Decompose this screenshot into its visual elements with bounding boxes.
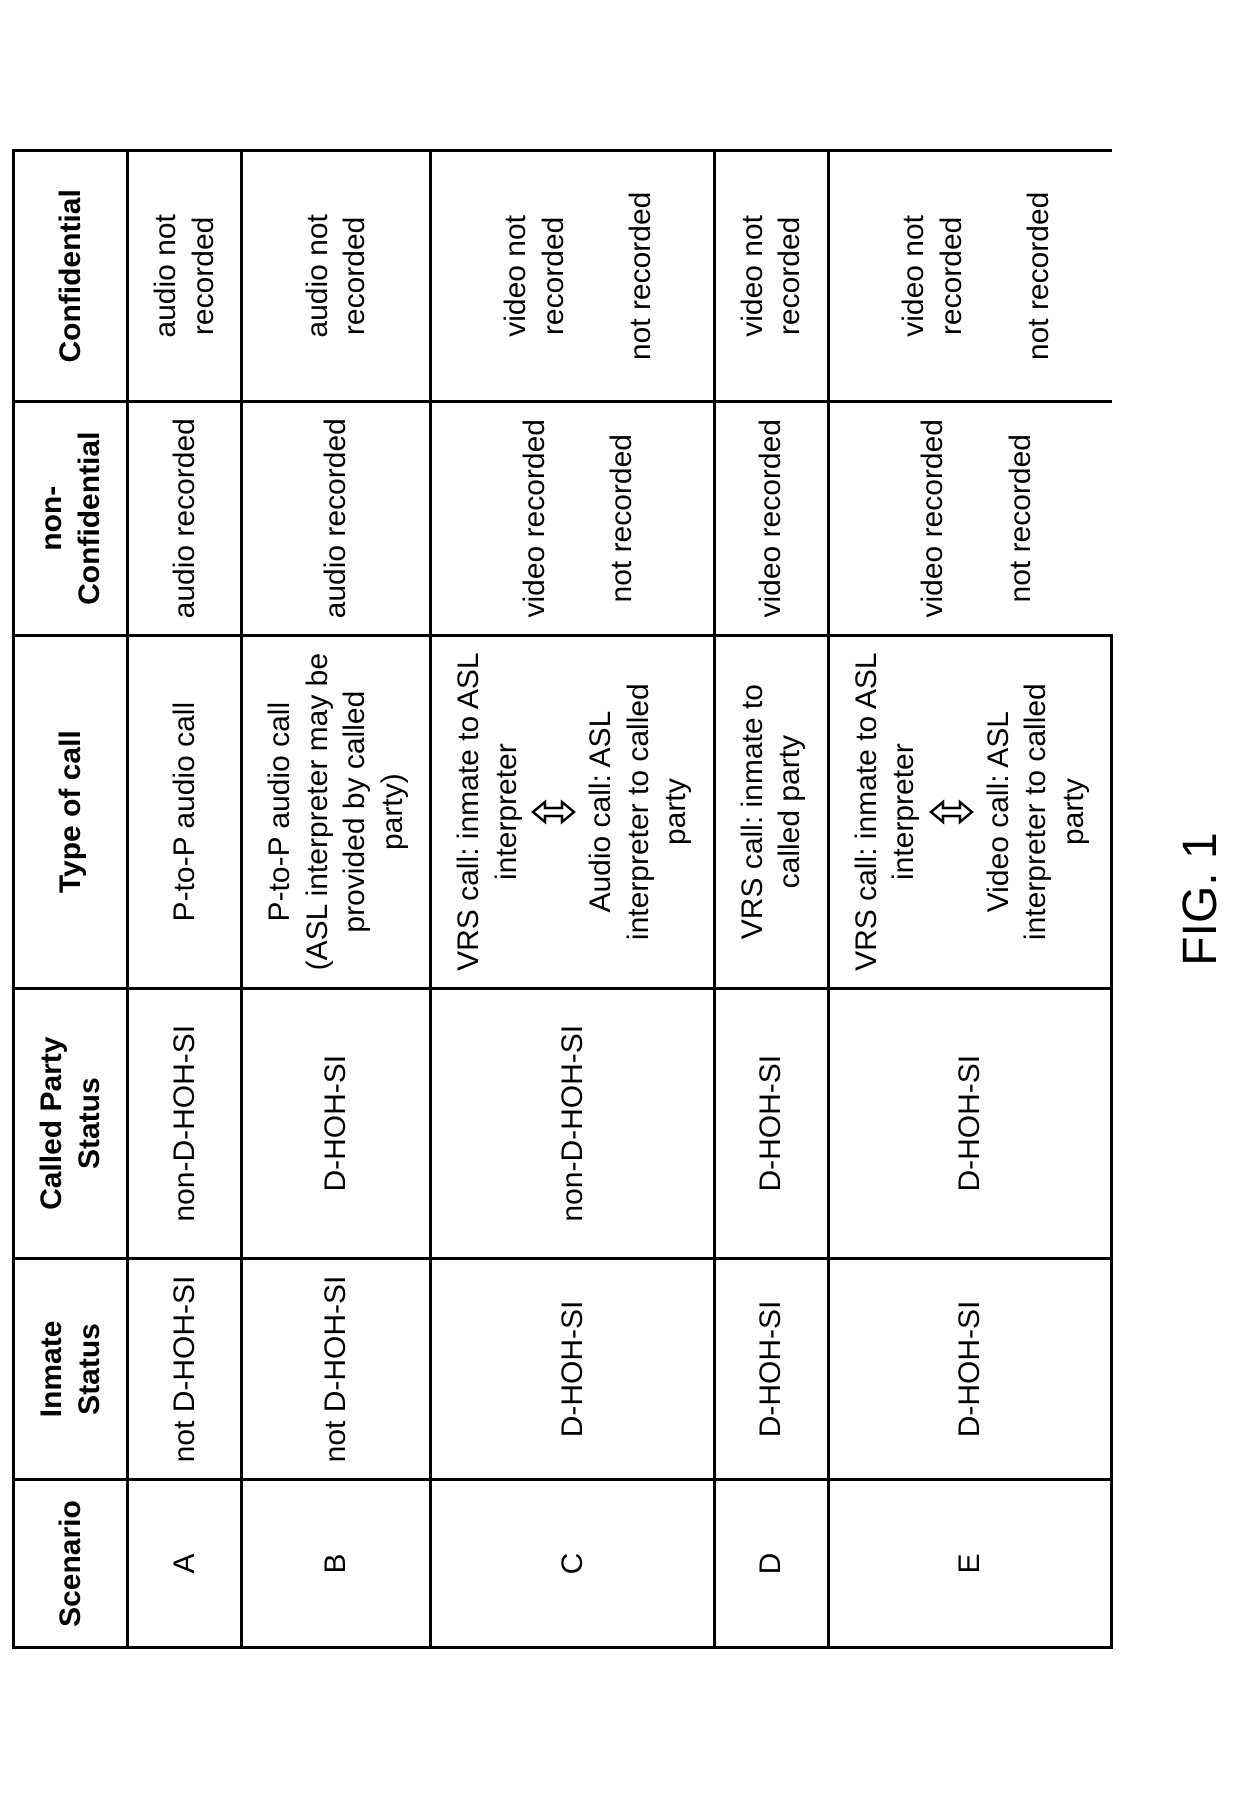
table-row: C D-HOH-SI non-D-HOH-SI VRS call: inmate… — [431, 150, 532, 1647]
table-row: D D-HOH-SI D-HOH-SI VRS call: inmate to … — [714, 150, 828, 1647]
cell-type-of-call-bot: Video call: ASL interpreter to called pa… — [974, 635, 1112, 988]
table-row: B not D-HOH-SI D-HOH-SI P-to-P audio cal… — [242, 150, 431, 1647]
nonconf-top-text: video recorded — [914, 416, 952, 619]
header-called-party-status: Called Party Status — [14, 988, 128, 1258]
conf-bot-text: not recorded — [622, 166, 660, 386]
cell-inmate-status: D-HOH-SI — [828, 1258, 1112, 1479]
nonconf-bot-text: not recorded — [1002, 416, 1040, 619]
cell-called-party-status: non-D-HOH-SI — [128, 988, 242, 1258]
cell-type-of-call: VRS call: inmate to called party — [714, 635, 828, 988]
cell-scenario: E — [828, 1479, 1112, 1647]
cell-non-confidential: audio recorded — [242, 401, 431, 635]
nonconf-bot-text: not recorded — [603, 416, 641, 619]
header-type-of-call: Type of call — [14, 635, 128, 988]
cell-non-confidential: audio recorded — [128, 401, 242, 635]
conf-top-text: video not recorded — [895, 166, 970, 386]
cell-called-party-status: D-HOH-SI — [828, 988, 1112, 1258]
cell-confidential: audio not recorded — [242, 150, 431, 401]
cell-type-of-call: P-to-P audio call (ASL interpreter may b… — [242, 635, 431, 988]
double-arrow-icon — [531, 791, 576, 831]
cell-non-confidential-top: video recorded not recorded — [431, 401, 715, 635]
cell-inmate-status: not D-HOH-SI — [128, 1258, 242, 1479]
cell-type-of-call-bot: Audio call: ASL interpreter to called pa… — [576, 635, 714, 988]
nonconf-top-text: video recorded — [516, 416, 554, 619]
cell-called-party-status: D-HOH-SI — [242, 988, 431, 1258]
header-confidential: Confidential — [14, 150, 128, 401]
cell-scenario: B — [242, 1479, 431, 1647]
table-row: E D-HOH-SI D-HOH-SI VRS call: inmate to … — [828, 150, 929, 1647]
cell-called-party-status: D-HOH-SI — [714, 988, 828, 1258]
cell-type-of-call: P-to-P audio call — [128, 635, 242, 988]
cell-scenario: A — [128, 1479, 242, 1647]
cell-confidential: video not recorded — [714, 150, 828, 401]
cell-arrow — [929, 635, 974, 988]
header-scenario: Scenario — [14, 1479, 128, 1647]
cell-called-party-status: non-D-HOH-SI — [431, 988, 715, 1258]
cell-confidential: audio not recorded — [128, 150, 242, 401]
conf-bot-text: not recorded — [1020, 166, 1058, 386]
table-row: A not D-HOH-SI non-D-HOH-SI P-to-P audio… — [128, 150, 242, 1647]
figure-label: FIG. 1 — [1173, 149, 1228, 1649]
double-arrow-icon — [929, 791, 974, 831]
cell-arrow — [531, 635, 576, 988]
cell-inmate-status: D-HOH-SI — [714, 1258, 828, 1479]
cell-type-of-call-top: VRS call: inmate to ASL interpreter — [431, 635, 532, 988]
cell-type-of-call-top: VRS call: inmate to ASL interpreter — [828, 635, 929, 988]
cell-scenario: C — [431, 1479, 715, 1647]
header-non-confidential: non-Confidential — [14, 401, 128, 635]
conf-top-text: video not recorded — [497, 166, 572, 386]
cell-confidential-top: video not recorded not recorded — [828, 150, 1112, 401]
cell-non-confidential-top: video recorded not recorded — [828, 401, 1112, 635]
cell-non-confidential: video recorded — [714, 401, 828, 635]
cell-scenario: D — [714, 1479, 828, 1647]
header-inmate-status: Inmate Status — [14, 1258, 128, 1479]
scenario-table: Scenario Inmate Status Called Party Stat… — [12, 149, 1113, 1649]
cell-inmate-status: not D-HOH-SI — [242, 1258, 431, 1479]
cell-confidential-top: video not recorded not recorded — [431, 150, 715, 401]
cell-inmate-status: D-HOH-SI — [431, 1258, 715, 1479]
table-header-row: Scenario Inmate Status Called Party Stat… — [14, 150, 128, 1647]
